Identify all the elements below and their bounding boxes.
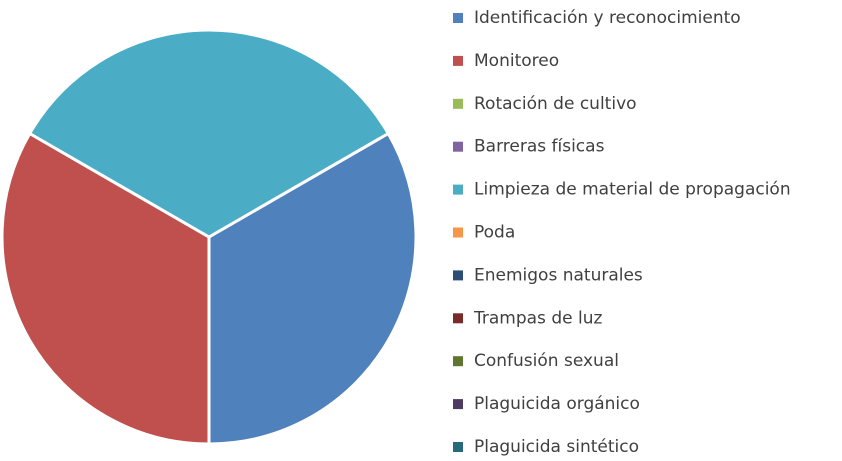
legend-swatch xyxy=(453,13,463,23)
legend-swatch xyxy=(453,227,463,238)
legend-label: Identificación y reconocimiento xyxy=(474,8,741,28)
legend-swatch xyxy=(453,141,463,152)
legend-label: Limpieza de material de propagación xyxy=(474,180,791,200)
legend-swatch xyxy=(453,356,463,367)
legend-swatch xyxy=(453,270,463,281)
legend-swatch xyxy=(453,55,463,66)
legend-label: Plaguicida sintético xyxy=(474,437,639,457)
legend-label: Rotación de cultivo xyxy=(474,94,637,114)
legend-label: Confusión sexual xyxy=(474,351,619,371)
legend-label: Enemigos naturales xyxy=(474,265,643,285)
legend-swatch xyxy=(453,98,463,109)
legend-label: Barreras físicas xyxy=(474,137,605,157)
legend-swatch xyxy=(453,184,463,195)
legend-label: Monitoreo xyxy=(474,51,559,71)
pie-slice xyxy=(207,132,418,446)
legend-label: Poda xyxy=(474,223,515,243)
legend-swatch xyxy=(453,399,463,410)
legend-swatch xyxy=(453,313,463,324)
legend-label: Trampas de luz xyxy=(473,308,602,328)
legend-label: Plaguicida orgánico xyxy=(474,394,640,414)
pie-slice xyxy=(28,28,390,239)
legend-swatch xyxy=(453,442,463,452)
pie-slice xyxy=(0,132,211,446)
